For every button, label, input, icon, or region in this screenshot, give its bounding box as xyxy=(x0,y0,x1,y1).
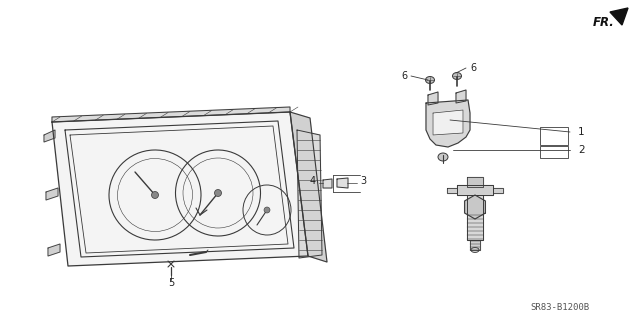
Text: 3: 3 xyxy=(360,176,366,186)
Text: FR.: FR. xyxy=(593,16,615,28)
Polygon shape xyxy=(323,179,332,188)
Polygon shape xyxy=(457,185,493,195)
Ellipse shape xyxy=(214,189,221,197)
Polygon shape xyxy=(48,244,60,256)
Text: 1: 1 xyxy=(578,127,584,137)
Polygon shape xyxy=(65,121,294,257)
Ellipse shape xyxy=(152,191,159,198)
Polygon shape xyxy=(44,130,55,142)
Text: 6: 6 xyxy=(401,71,407,81)
Polygon shape xyxy=(465,195,485,219)
Polygon shape xyxy=(493,188,503,193)
Polygon shape xyxy=(52,107,290,122)
Polygon shape xyxy=(467,177,483,187)
Polygon shape xyxy=(297,130,322,258)
Ellipse shape xyxy=(438,153,448,161)
Polygon shape xyxy=(46,188,58,200)
Ellipse shape xyxy=(452,72,461,79)
Ellipse shape xyxy=(426,77,435,84)
Polygon shape xyxy=(337,178,348,188)
Polygon shape xyxy=(610,8,628,25)
Text: 2: 2 xyxy=(578,145,584,155)
Text: 5: 5 xyxy=(168,278,174,288)
Polygon shape xyxy=(428,92,438,105)
Ellipse shape xyxy=(471,248,479,253)
Polygon shape xyxy=(433,110,463,135)
Text: 4: 4 xyxy=(310,176,316,186)
Polygon shape xyxy=(426,100,470,147)
Text: 6: 6 xyxy=(470,63,476,73)
Polygon shape xyxy=(467,195,483,240)
Polygon shape xyxy=(470,240,480,250)
Polygon shape xyxy=(447,188,457,193)
Polygon shape xyxy=(290,112,327,262)
Polygon shape xyxy=(456,90,466,103)
Text: SR83-B1200B: SR83-B1200B xyxy=(530,303,589,313)
Ellipse shape xyxy=(264,207,270,213)
Polygon shape xyxy=(52,112,308,266)
